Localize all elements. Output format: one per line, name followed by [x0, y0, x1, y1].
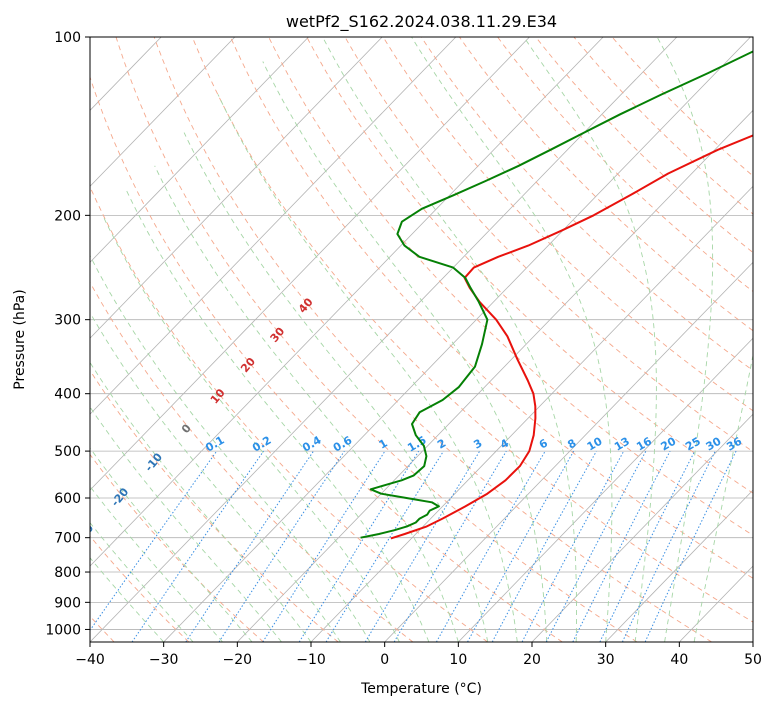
moist-adiabat [124, 188, 430, 642]
moist-adiabat [183, 132, 489, 642]
isotherm-line [384, 261, 753, 642]
x-tick-label: −40 [75, 652, 105, 668]
dry-adiabat [90, 535, 190, 642]
x-tick-label: 10 [449, 652, 467, 668]
dry-adiabat [230, 37, 753, 579]
dry-adiabat [115, 37, 638, 642]
background-lines [90, 37, 753, 642]
y-tick-label: 900 [54, 595, 81, 611]
x-tick-label: −20 [223, 652, 253, 668]
profiles [360, 50, 753, 540]
isotherm-line [90, 37, 457, 415]
moist-adiabat [90, 406, 282, 642]
mixing-ratio-line [298, 450, 420, 642]
isotherm-line [90, 37, 678, 642]
y-axis-label: Pressure (hPa) [12, 289, 28, 389]
mixing-ratio-line [644, 450, 737, 642]
moist-adiabat [523, 37, 657, 642]
y-tick-label: 600 [54, 491, 81, 507]
moist-adiabat [102, 215, 400, 642]
isotherm-line [605, 489, 753, 642]
isotherm-line [531, 413, 753, 642]
dry-adiabat [573, 37, 753, 215]
y-tick-label: 700 [54, 531, 81, 547]
y-tick-label: 500 [54, 444, 81, 460]
dry-adiabat [153, 37, 712, 642]
x-tick-label: −10 [296, 652, 326, 668]
axis-ticks: −40 −30 −20 −10 0 10 20 30 40 50 100 200 300 400 500 60… [45, 30, 762, 668]
x-tick-label: 40 [670, 652, 688, 668]
moist-adiabat [154, 165, 459, 642]
mixing-ratio-line [545, 450, 647, 642]
mixing-ratio-line [599, 450, 696, 642]
isotherm-line [90, 37, 383, 339]
dry-adiabat [611, 37, 753, 177]
x-tick-label: −30 [149, 652, 179, 668]
mixing-ratio-line [521, 450, 625, 642]
mixing-ratio-line [572, 450, 671, 642]
x-tick-label: 30 [597, 652, 615, 668]
dry-adiabat [191, 37, 753, 623]
dry-adiabat [459, 37, 753, 332]
moist-adiabat [322, 37, 577, 642]
dewpoint-line [360, 50, 753, 539]
mixing-ratio-line [218, 450, 345, 642]
moist-adiabat [90, 447, 253, 642]
x-tick-label: 20 [523, 652, 541, 668]
isotherm-line [90, 37, 604, 567]
moist-adiabat [90, 557, 165, 642]
dry-adiabat [382, 37, 753, 412]
dry-adiabat [90, 185, 488, 642]
dry-adiabat [306, 37, 753, 494]
dry-adiabat-label: -30 [73, 521, 96, 545]
y-tick-label: 800 [54, 565, 81, 581]
y-tick-label: 400 [54, 387, 81, 403]
mixing-ratio-line [325, 450, 444, 642]
isotherm-line [90, 37, 236, 187]
isotherm-line [90, 37, 309, 263]
dry-adiabat [90, 281, 414, 642]
moist-adiabat [90, 485, 223, 642]
y-tick-label: 1000 [45, 622, 81, 638]
isotherm-line [163, 37, 751, 642]
mixing-ratio-line [131, 450, 265, 642]
chart-title: wetPf2_S162.2024.038.11.29.E34 [286, 12, 557, 32]
y-tick-label: 300 [54, 313, 81, 329]
mixing-ratio-line [621, 450, 716, 642]
mixing-ratio-line [435, 450, 546, 642]
dry-adiabat [90, 75, 563, 642]
isotherm-line [90, 37, 530, 491]
x-tick-label: 0 [380, 652, 389, 668]
dry-adiabat [420, 37, 753, 371]
dry-adiabat [268, 37, 753, 536]
x-axis-label: Temperature (°C) [360, 681, 482, 697]
temperature-line [390, 134, 753, 540]
dry-adiabat [344, 37, 753, 453]
plot-frame [89, 36, 754, 643]
moist-adiabat [656, 37, 714, 642]
mixing-ratio-line [491, 450, 597, 642]
moist-adiabat [411, 37, 613, 642]
isotherm-line [458, 337, 753, 642]
x-tick-label: 50 [744, 652, 762, 668]
mixing-ratio-line [262, 450, 386, 642]
isotherm-line [237, 109, 753, 642]
moist-adiabat [262, 61, 548, 642]
mixing-ratio-line [90, 450, 218, 632]
y-tick-label: 100 [54, 30, 81, 46]
y-tick-label: 200 [54, 208, 81, 224]
moist-adiabat [217, 94, 518, 642]
mixing-ratio-line [467, 450, 575, 642]
